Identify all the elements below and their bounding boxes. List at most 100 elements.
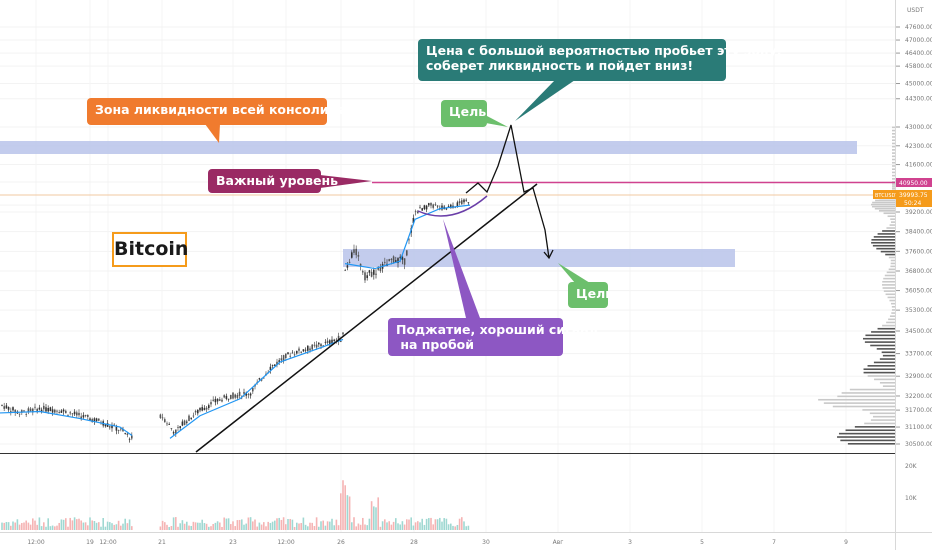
volume-bar <box>381 521 384 530</box>
volume-bar <box>320 521 322 530</box>
volume-bar <box>45 526 47 530</box>
volume-bar <box>34 520 36 530</box>
volume-bar <box>60 519 63 530</box>
volume-profile-row <box>871 239 895 241</box>
volume-profile-row <box>882 354 895 357</box>
volume-bar <box>7 522 10 530</box>
volume-profile-row <box>880 250 895 253</box>
volume-profile-row <box>882 284 895 286</box>
volume-bar <box>368 518 371 530</box>
candle-body <box>109 426 111 428</box>
volume-bar <box>122 523 124 530</box>
volume-bar <box>5 522 8 530</box>
candle-body <box>315 344 318 348</box>
time-tick-label: 12:00 <box>99 539 116 546</box>
volume-bar <box>249 517 252 530</box>
candle-body <box>450 204 452 209</box>
volume-bar <box>80 520 82 530</box>
candle-body <box>461 200 463 205</box>
volume-bar <box>318 526 320 530</box>
price-tick-label: 32900.00 <box>905 373 932 380</box>
candle-body <box>210 402 212 405</box>
candle-body <box>379 267 382 272</box>
volume-bar <box>186 521 188 530</box>
volume-profile-row <box>892 165 895 167</box>
squeeze-arc <box>417 195 488 217</box>
candle-body <box>326 340 329 343</box>
volume-bar <box>353 517 355 530</box>
candle-body <box>353 249 355 253</box>
volume-profile-row <box>892 183 895 185</box>
candle-body <box>412 217 415 224</box>
volume-tick-label: 20K <box>905 463 918 470</box>
candle-body <box>403 258 406 265</box>
candle-body <box>111 425 113 429</box>
volume-bar <box>78 518 80 530</box>
goal-down-callout: Цель <box>568 282 613 308</box>
time-tick-label: 30 <box>482 539 490 546</box>
candle-body <box>205 407 208 410</box>
volume-profile-row <box>876 247 895 250</box>
volume-bar <box>326 521 329 530</box>
volume-bar <box>1 522 3 530</box>
price-tick-label: 32200.00 <box>905 393 932 400</box>
volume-bar <box>32 518 34 530</box>
candle-body <box>434 204 437 206</box>
candle-body <box>12 407 14 411</box>
volume-bar <box>412 525 415 530</box>
volume-bar <box>170 526 173 530</box>
candle-body <box>348 261 351 263</box>
volume-bar <box>230 524 232 530</box>
candle-body <box>417 211 419 214</box>
time-scale[interactable]: 12:00 19 12:00 21 23 12:00 26 28 30 Авг 3 5 7 9 <box>27 539 848 546</box>
candle-body <box>113 424 115 426</box>
candle-body <box>106 423 109 427</box>
time-tick-label: 28 <box>410 539 418 546</box>
volume-bar <box>384 519 386 530</box>
volume-bar <box>12 521 14 530</box>
volume-profile-row <box>871 241 895 244</box>
price-tick-label: 41600.00 <box>905 162 932 169</box>
candle-body <box>199 407 201 411</box>
candle-body <box>208 405 210 409</box>
volume-profile-row <box>862 409 895 411</box>
volume-profile-row <box>864 341 895 343</box>
candle-body <box>271 365 274 366</box>
volume-bar <box>190 525 192 530</box>
volume-profile-row <box>882 287 895 289</box>
volume-bar <box>3 522 5 530</box>
volume-bar <box>307 526 309 530</box>
candle-body <box>364 272 366 281</box>
volume-profile-row <box>871 331 895 333</box>
price-scale[interactable]: 47600.00 47000.00 46400.00 45800.00 45000.00… <box>896 24 932 448</box>
key-level-tag-text: 40950.00 <box>899 180 928 187</box>
volume-profile-row <box>892 178 895 180</box>
volume-bar <box>450 523 452 530</box>
candle-body <box>340 341 342 342</box>
candle-body <box>351 252 353 258</box>
important-callout-pointer <box>320 175 372 188</box>
candle-body <box>43 405 45 410</box>
candle-body <box>436 205 439 207</box>
goal-down-callout-pointer <box>558 263 590 283</box>
candle-body <box>73 411 76 415</box>
volume-profile-row <box>872 415 895 418</box>
candle-body <box>179 426 181 429</box>
volume-bar <box>315 517 318 530</box>
candle-body <box>161 417 164 419</box>
candle-body <box>89 418 91 421</box>
volume-bar <box>282 517 285 530</box>
volume-bar <box>366 525 368 530</box>
candle-body <box>421 208 423 211</box>
candle-body <box>47 407 49 412</box>
volume-bar <box>120 525 122 530</box>
candle-body <box>197 410 199 414</box>
volume-profile-row <box>823 402 895 404</box>
volume-profile-row <box>838 432 895 435</box>
volume-bar <box>443 518 445 530</box>
volume-bar <box>417 521 419 530</box>
volume-bar <box>278 517 280 530</box>
time-tick-label: 12:00 <box>27 539 44 546</box>
candle-body <box>377 267 379 270</box>
